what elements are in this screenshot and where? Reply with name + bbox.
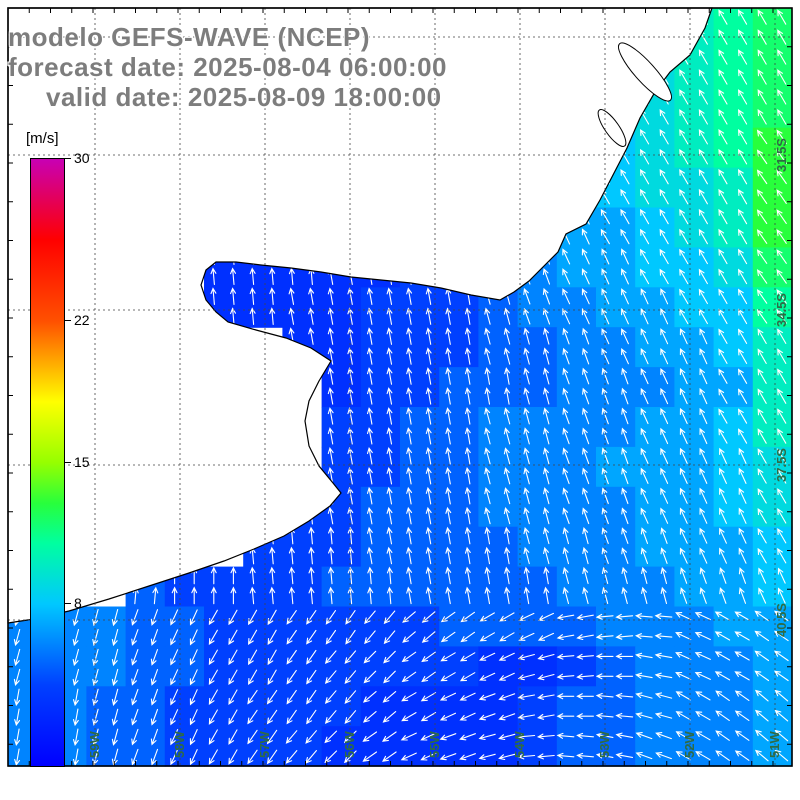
colorbar-tick-mark bbox=[64, 320, 71, 321]
colorbar-tick-label: 30 bbox=[74, 150, 90, 166]
lon-tick-label: 52W bbox=[682, 731, 697, 758]
colorbar-units-label: [m/s] bbox=[26, 130, 59, 147]
lat-labels: 31.5S 34.5S 37.5S 40.5S bbox=[774, 138, 789, 637]
lon-tick-label: 53W bbox=[597, 731, 612, 758]
land-mass-coastline bbox=[7, 7, 713, 624]
lat-tick-label: 40.5S bbox=[774, 603, 789, 637]
lon-tick-label: 54W bbox=[512, 731, 527, 758]
colorbar-tick-label: 22 bbox=[74, 312, 90, 328]
lon-tick-label: 56W bbox=[342, 731, 357, 758]
grid-lines bbox=[8, 8, 792, 766]
title-block: modelo GEFS-WAVE (NCEP) forecast date: 2… bbox=[8, 22, 447, 112]
lat-tick-label: 34.5S bbox=[774, 293, 789, 327]
lon-tick-label: 55W bbox=[427, 731, 442, 758]
lat-tick-label: 37.5S bbox=[774, 448, 789, 482]
lon-tick-label: 59W bbox=[87, 731, 102, 758]
colorbar-tick-label: 15 bbox=[74, 454, 90, 470]
colorbar-tick-mark bbox=[64, 158, 71, 159]
lon-tick-label: 58W bbox=[172, 731, 187, 758]
lon-labels: 59W 58W 57W 56W 55W 54W 53W 52W 51W bbox=[87, 731, 782, 758]
lon-tick-label: 57W bbox=[257, 731, 272, 758]
colorbar-tick-label: 8 bbox=[74, 595, 82, 611]
lat-tick-label: 31.5S bbox=[774, 138, 789, 172]
model-title: modelo GEFS-WAVE (NCEP) bbox=[8, 22, 371, 52]
lagoon-outline bbox=[618, 42, 672, 102]
forecast-date-label: forecast date: 2025-08-04 06:00:00 bbox=[8, 52, 448, 82]
colorbar-gradient bbox=[30, 158, 65, 767]
lon-tick-label: 51W bbox=[767, 731, 782, 758]
valid-date-label: valid date: 2025-08-09 18:00:00 bbox=[46, 82, 442, 112]
colorbar-tick-mark bbox=[64, 462, 71, 463]
map-frame bbox=[7, 7, 793, 767]
colorbar-tick-mark bbox=[64, 603, 71, 604]
